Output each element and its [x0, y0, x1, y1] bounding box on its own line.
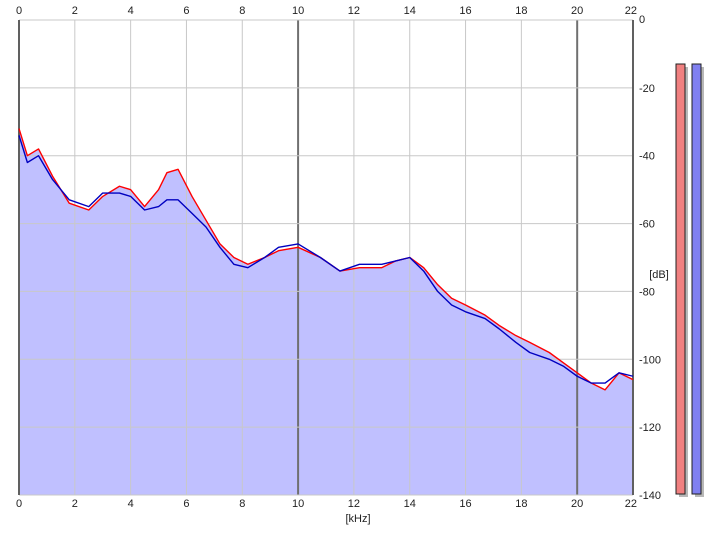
x-axis-label: [kHz] — [345, 513, 370, 525]
y-tick-label: -60 — [639, 219, 655, 231]
series-line-right — [18, 135, 634, 384]
x-tick-label-top: 2 — [72, 5, 78, 17]
x-tick-label-bottom: 8 — [239, 498, 245, 510]
x-tick-label-bottom: 22 — [625, 498, 637, 510]
x-tick-label-top: 10 — [292, 5, 304, 17]
x-tick-label-bottom: 16 — [459, 498, 471, 510]
x-tick-label-top: 12 — [348, 5, 360, 17]
x-tick-label-top: 22 — [625, 5, 637, 17]
series-line-left — [18, 128, 634, 391]
series-layer — [18, 128, 634, 391]
y-tick-label: -120 — [639, 422, 661, 434]
y-tick-label: -140 — [639, 490, 661, 502]
x-tick-label-top: 20 — [571, 5, 583, 17]
x-tick-label-top: 0 — [16, 5, 22, 17]
x-tick-label-top: 18 — [515, 5, 527, 17]
y-tick-label: -40 — [639, 151, 655, 163]
x-tick-label-bottom: 14 — [404, 498, 416, 510]
x-tick-label-bottom: 20 — [571, 498, 583, 510]
x-tick-label-top: 8 — [239, 5, 245, 17]
y-axis-label: [dB] — [649, 269, 669, 281]
x-tick-label-bottom: 12 — [348, 498, 360, 510]
y-tick-label: -20 — [639, 83, 655, 95]
y-axis-ticks: 0 -20 -40 -60 -80 -100 -120 -140 — [639, 14, 661, 502]
level-meter-right — [691, 63, 702, 495]
x-tick-label-bottom: 18 — [515, 498, 527, 510]
x-tick-label-top: 4 — [128, 5, 134, 17]
x-tick-label-bottom: 0 — [16, 498, 22, 510]
x-tick-label-bottom: 4 — [128, 498, 134, 510]
y-tick-label: 0 — [639, 14, 645, 26]
level-meter-left — [675, 63, 686, 495]
x-tick-label-bottom: 10 — [292, 498, 304, 510]
grid — [18, 19, 634, 496]
level-meters — [675, 63, 704, 497]
x-tick-label-top: 16 — [459, 5, 471, 17]
y-tick-label: -100 — [639, 354, 661, 366]
spectrum-area — [19, 128, 633, 496]
x-tick-label-bottom: 2 — [72, 498, 78, 510]
x-tick-label-top: 14 — [404, 5, 416, 17]
y-tick-label: -80 — [639, 286, 655, 298]
x-tick-label-top: 6 — [183, 5, 189, 17]
spectrum-area-fill — [19, 128, 633, 496]
x-tick-label-bottom: 6 — [183, 498, 189, 510]
